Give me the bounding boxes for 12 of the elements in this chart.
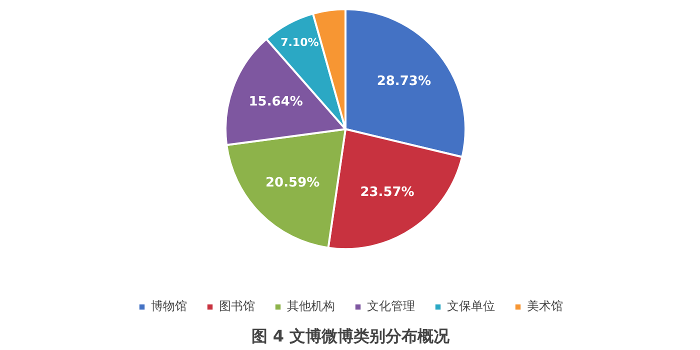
legend-label: 其他机构 — [287, 298, 335, 315]
legend-label: 美术馆 — [527, 298, 563, 315]
legend-label: 博物馆 — [151, 298, 187, 315]
text: 图 4 文博微博类别分布概况 — [251, 326, 451, 346]
data-label: 20.59% — [266, 175, 320, 190]
data-label: 15.64% — [248, 94, 303, 110]
data-label: 7.10% — [280, 36, 319, 49]
data-label: 23.57% — [360, 184, 414, 200]
legend-label: 文化管理 — [367, 298, 415, 315]
data-label: 28.73% — [376, 74, 431, 90]
legend-label: 图书馆 — [219, 298, 255, 315]
legend-label: 文保单位 — [447, 298, 495, 315]
